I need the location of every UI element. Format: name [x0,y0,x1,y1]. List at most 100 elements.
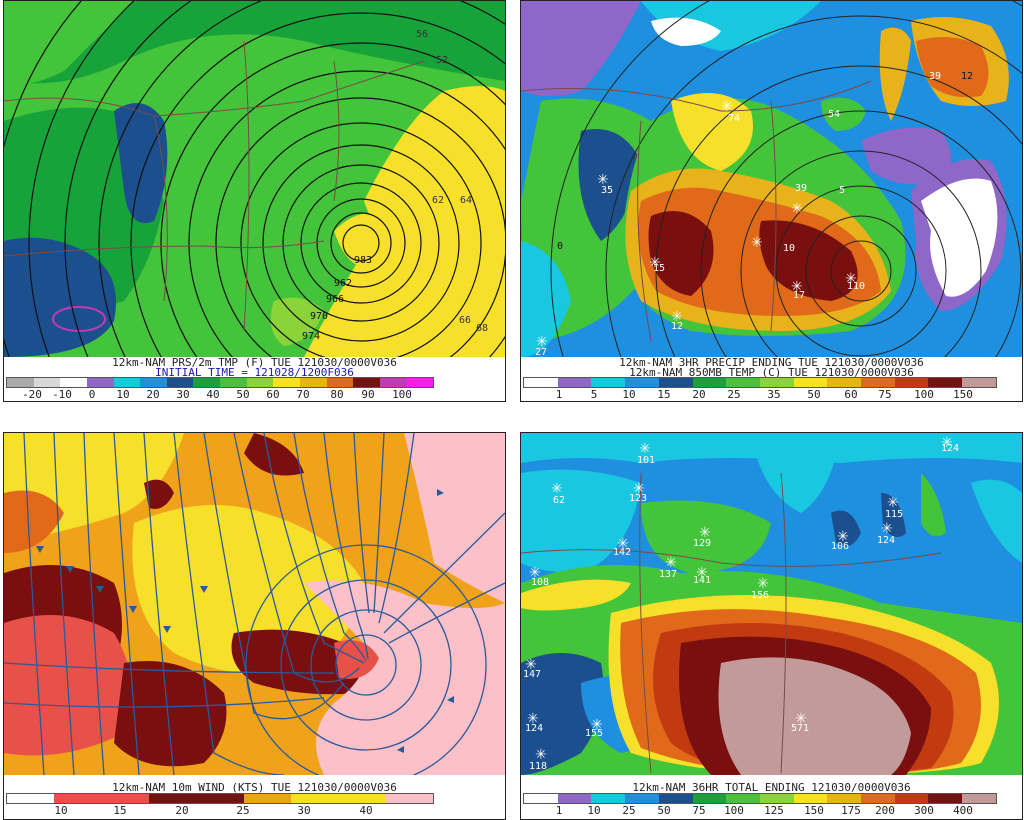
scale-swatch [962,378,996,387]
scale-label: 60 [844,388,858,401]
scale-label: 15 [113,804,127,817]
temp-label: 52 [436,55,448,66]
station-label: 110 [847,281,865,292]
scale-label: 1 [555,388,563,401]
scale-label: 75 [692,804,706,817]
color-scale-labels: 10 15 20 25 30 40 [4,804,505,817]
scale-label: 70 [296,388,310,401]
scale-swatch [827,794,862,803]
station-label: 54 [828,109,840,120]
scale-swatch [524,794,558,803]
panel-title: 12km-NAM 36HR TOTAL ENDING 121030/0000V0… [632,781,911,794]
svg-text:✳: ✳ [837,529,849,545]
station-label: 35 [601,185,613,196]
svg-text:✳: ✳ [665,555,677,571]
scale-label: 10 [622,388,636,401]
station-label: 12 [671,321,683,332]
scale-label: 100 [392,388,412,401]
station-label: 124 [877,535,895,546]
scale-swatch [101,794,149,803]
scale-swatch [7,794,55,803]
svg-text:✳: ✳ [881,521,893,537]
scale-swatch [243,794,291,803]
svg-text:✳: ✳ [845,271,857,287]
svg-text:✳: ✳ [699,525,711,541]
scale-swatch [246,378,274,387]
isobar-label: 974 [302,331,320,342]
station-label: 571 [791,723,809,734]
scale-label: 60 [266,388,280,401]
scale-label: 125 [764,804,784,817]
scale-swatch [290,794,339,803]
scale-label: 90 [361,388,375,401]
panel-2m-temperature: 983 962 966 970 974 62 64 66 68 56 52 12… [3,0,506,402]
scale-swatch [148,794,197,803]
scale-label: 25 [727,388,741,401]
temp-label: 62 [432,195,444,206]
svg-text:✳: ✳ [527,711,539,727]
station-label: 74 [728,113,740,124]
scale-swatch [861,378,895,387]
scale-label: 50 [657,804,671,817]
station-label: 129 [693,538,711,549]
svg-text:✳: ✳ [696,565,708,581]
panel-36hr-total: ✳ ✳ ✳ ✳ ✳ ✳ ✳ ✳ ✳ ✳ ✳ ✳ ✳ ✳ ✳ ✳ ✳ ✳ 101 62 123 129 1… [520,432,1023,820]
color-scale-labels: -20 -10 0 10 20 30 40 50 60 70 80 90 100 [4,388,505,401]
scale-swatch [220,378,247,387]
svg-text:✳: ✳ [941,435,953,451]
panel-title: 12km-NAM 3HR PRECIP ENDING TUE 121030/00… [619,356,924,369]
panel-3hr-precip: ✳ ✳ ✳ ✳ ✳ ✳ ✳ ✳ ✳ 74 35 39 5 54 10 17 15 27 11… [520,0,1023,402]
scale-swatch [54,794,102,803]
scale-label: 40 [359,804,373,817]
scale-label: 35 [767,388,781,401]
scale-label: 100 [724,804,744,817]
svg-text:✳: ✳ [791,279,803,295]
scale-swatch [827,378,862,387]
color-scale-bar [6,793,434,804]
scale-swatch [962,794,996,803]
scale-label: 10 [116,388,130,401]
station-label: 118 [529,761,547,772]
scale-swatch [759,378,794,387]
scale-label: 20 [146,388,160,401]
isobar-label: 966 [326,294,344,305]
scale-swatch [726,378,760,387]
station-label: 115 [885,509,903,520]
scale-swatch [33,378,61,387]
svg-text:✳: ✳ [639,441,651,457]
station-label: 17 [793,290,805,301]
station-label: 123 [629,493,647,504]
scale-swatch [379,378,407,387]
scale-swatch [406,378,433,387]
svg-text:✳: ✳ [757,576,769,592]
low-center-label: 983 [354,255,372,266]
scale-swatch [385,794,433,803]
scale-label: 75 [878,388,892,401]
scale-label: 40 [206,388,220,401]
scale-swatch [658,378,693,387]
color-scale-bar [6,377,434,388]
scale-swatch [166,378,194,387]
station-label: 108 [531,577,549,588]
temp-label: 68 [476,323,488,334]
scale-swatch [338,794,386,803]
scale-swatch [692,378,727,387]
station-label: 147 [523,669,541,680]
scale-label: 30 [176,388,190,401]
scale-swatch [928,794,963,803]
scale-label: 80 [330,388,344,401]
isobar-label: 962 [334,278,352,289]
svg-text:✳: ✳ [671,309,683,325]
scale-swatch [591,794,626,803]
station-label: 137 [659,569,677,580]
scale-swatch [793,794,828,803]
scale-label: 175 [841,804,861,817]
scale-swatch [299,378,327,387]
panel-title: 12km-NAM PRS/2m TMP (F) TUE 121030/0000V… [112,356,397,369]
station-label: 155 [585,728,603,739]
station-label: 5 [839,185,845,196]
station-label: 15 [653,263,665,274]
svg-text:✳: ✳ [751,235,763,251]
scale-swatch [353,378,380,387]
station-label: 156 [751,590,769,601]
